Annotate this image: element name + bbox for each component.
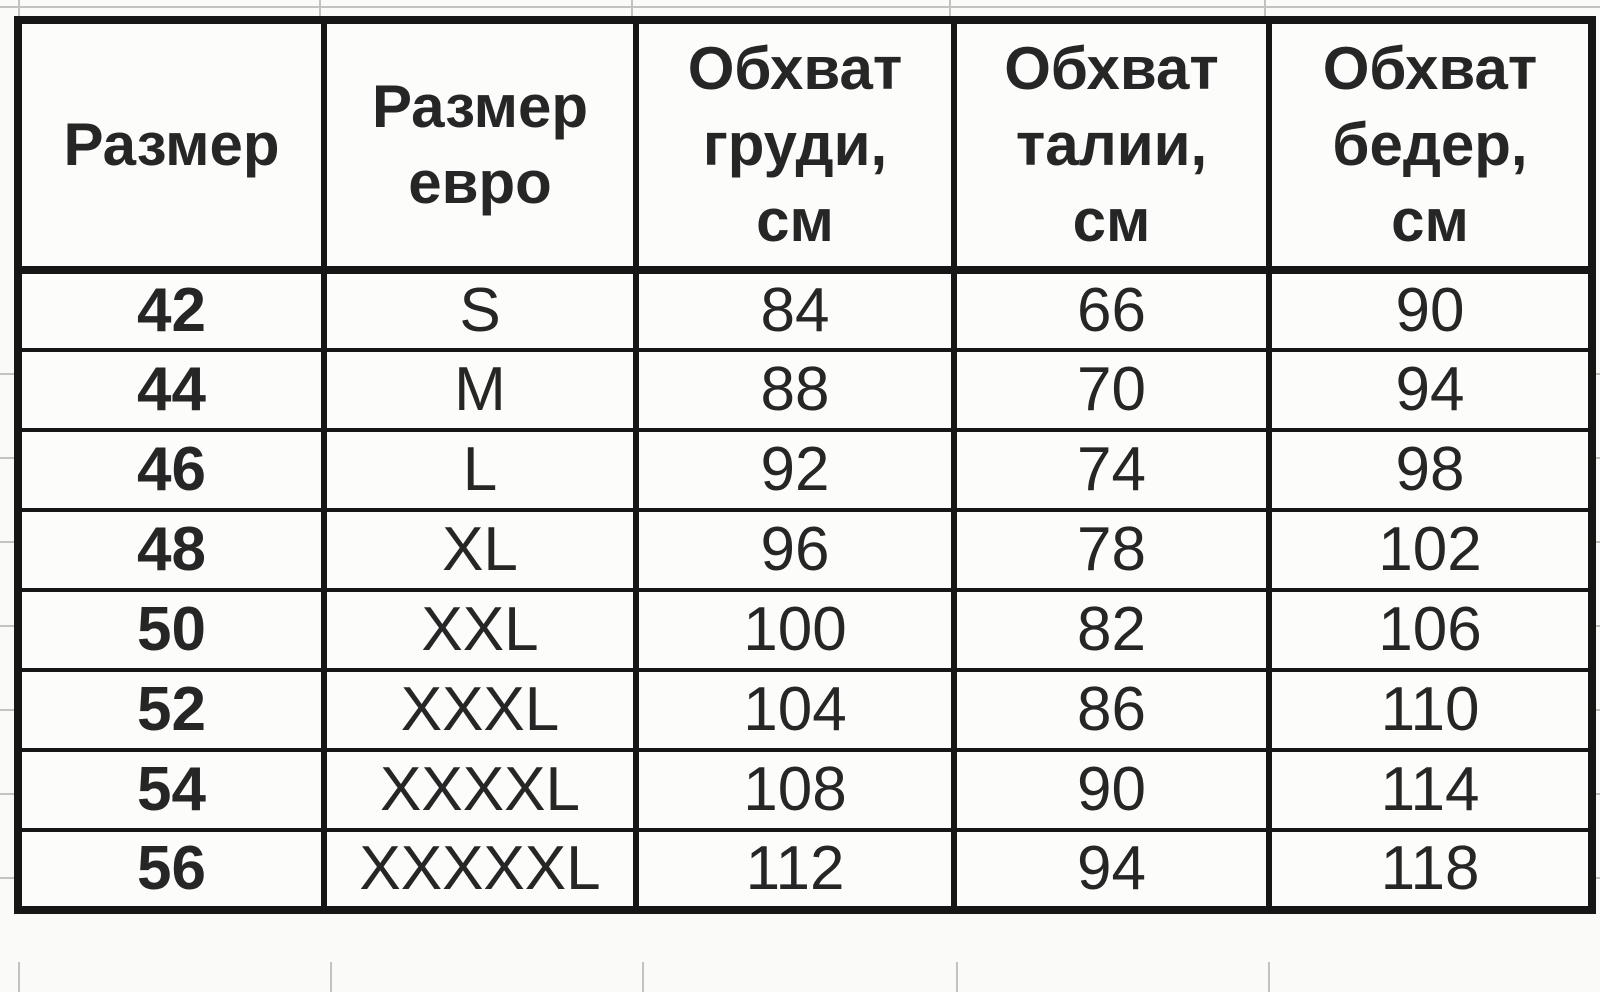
margin-gridline-stub: [18, 0, 20, 18]
table-row: 56 XXXXXL 112 94 118: [15, 828, 1595, 912]
cell-chest: 108: [633, 748, 957, 832]
margin-gridline-stub: [0, 877, 16, 879]
cell-hips: 114: [1266, 748, 1595, 832]
margin-gridline-stub: [0, 625, 16, 627]
margin-gridline-stub: [0, 457, 16, 459]
cell-size: 52: [15, 668, 327, 752]
cell-chest: 92: [633, 428, 957, 512]
cell-waist: 70: [951, 348, 1272, 432]
cell-chest: 84: [633, 268, 957, 352]
margin-gridline-stub: [330, 962, 332, 992]
table-row: 50 XXL 100 82 106: [15, 588, 1595, 672]
cell-chest: 96: [633, 508, 957, 592]
margin-gridline-stub: [0, 541, 16, 543]
cell-size-euro: S: [321, 268, 639, 352]
margin-gridline-stub: [0, 373, 16, 375]
cell-waist: 82: [951, 588, 1272, 672]
size-chart-table: Размер Размер евро Обхват груди, см Обхв…: [14, 16, 1596, 914]
table-row: 48 XL 96 78 102: [15, 508, 1595, 592]
table-row: 54 XXXXL 108 90 114: [15, 748, 1595, 832]
cell-size-euro: M: [321, 348, 639, 432]
table-row: 42 S 84 66 90: [15, 268, 1595, 352]
cell-hips: 94: [1266, 348, 1595, 432]
column-header-size: Размер: [15, 16, 327, 274]
header-row: Размер Размер евро Обхват груди, см Обхв…: [15, 16, 1595, 274]
cell-size: 44: [15, 348, 327, 432]
cell-waist: 86: [951, 668, 1272, 752]
cell-chest: 100: [633, 588, 957, 672]
cell-hips: 98: [1266, 428, 1595, 512]
table-row: 44 M 88 70 94: [15, 348, 1595, 432]
column-header-size-euro: Размер евро: [321, 16, 639, 274]
cell-waist: 78: [951, 508, 1272, 592]
margin-gridline-stub: [18, 962, 20, 992]
cell-size: 42: [15, 268, 327, 352]
cell-size: 46: [15, 428, 327, 512]
cell-hips: 90: [1266, 268, 1595, 352]
cell-size-euro: XXXXXL: [321, 828, 639, 912]
cell-chest: 112: [633, 828, 957, 912]
cell-waist: 90: [951, 748, 1272, 832]
margin-gridline-stub: [1264, 0, 1266, 18]
cell-size-euro: XL: [321, 508, 639, 592]
column-header-chest: Обхват груди, см: [633, 16, 957, 274]
cell-waist: 74: [951, 428, 1272, 512]
cell-size-euro: XXXXL: [321, 748, 639, 832]
cell-chest: 88: [633, 348, 957, 432]
margin-gridline-top: [0, 6, 1600, 8]
cell-size: 50: [15, 588, 327, 672]
cell-hips: 102: [1266, 508, 1595, 592]
margin-gridline-stub: [1268, 962, 1270, 992]
cell-size: 54: [15, 748, 327, 832]
column-header-waist: Обхват талии, см: [951, 16, 1272, 274]
cell-size-euro: XXL: [321, 588, 639, 672]
cell-size-euro: XXXL: [321, 668, 639, 752]
cell-size: 48: [15, 508, 327, 592]
cell-size-euro: L: [321, 428, 639, 512]
cell-waist: 94: [951, 828, 1272, 912]
margin-gridline-stub: [631, 0, 633, 18]
cell-waist: 66: [951, 268, 1272, 352]
table-row: 52 XXXL 104 86 110: [15, 668, 1595, 752]
table-row: 46 L 92 74 98: [15, 428, 1595, 512]
cell-hips: 118: [1266, 828, 1595, 912]
margin-gridline-stub: [319, 0, 321, 18]
margin-gridline-stub: [0, 793, 16, 795]
cell-hips: 106: [1266, 588, 1595, 672]
cell-size: 56: [15, 828, 327, 912]
margin-gridline-stub: [956, 962, 958, 992]
margin-gridline-stub: [949, 0, 951, 18]
column-header-hips: Обхват бедер, см: [1266, 16, 1595, 274]
cell-chest: 104: [633, 668, 957, 752]
cell-hips: 110: [1266, 668, 1595, 752]
margin-gridline-stub: [642, 962, 644, 992]
margin-gridline-stub: [0, 709, 16, 711]
